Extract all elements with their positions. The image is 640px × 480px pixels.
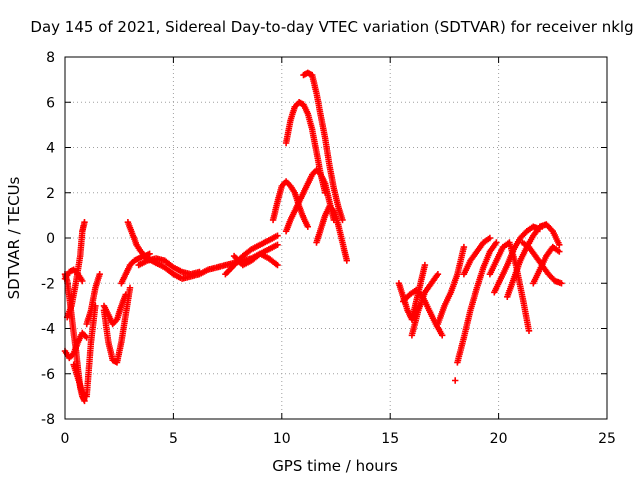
plus-markers	[434, 243, 468, 328]
x-tick-label: 5	[169, 431, 178, 447]
plot-frame	[64, 56, 608, 420]
plus-markers	[70, 302, 99, 400]
y-tick-label: 4	[46, 141, 55, 157]
series-arc-15	[269, 178, 311, 230]
series-arc-11	[152, 241, 281, 282]
series-arc-26	[452, 377, 459, 384]
plus-markers	[230, 250, 281, 269]
plus-markers	[454, 239, 500, 366]
data-points	[61, 69, 565, 405]
series-arc-7	[100, 284, 134, 366]
x-tick-label: 25	[598, 431, 616, 447]
plus-markers	[504, 221, 563, 300]
series-arc-29	[504, 221, 563, 300]
series-arc-19	[313, 203, 350, 264]
series-arc-12	[135, 255, 203, 278]
series-arc-14	[230, 250, 281, 269]
y-tick-label: 2	[46, 186, 55, 202]
plus-markers	[491, 223, 543, 296]
plus-markers	[135, 255, 203, 278]
plus-markers	[100, 284, 134, 366]
plus-markers	[124, 219, 153, 260]
series-arc-23	[434, 243, 468, 328]
y-tick-label: -4	[41, 322, 55, 338]
plus-markers	[222, 232, 281, 278]
series-arc-27	[486, 239, 533, 334]
plus-markers	[152, 241, 281, 282]
y-tick-label: 0	[46, 231, 55, 247]
series-arc-6	[83, 271, 103, 328]
y-tick-label: -6	[41, 367, 55, 383]
series-arc-31	[530, 243, 563, 287]
y-axis-label: SDTVAR / TECUs	[5, 176, 23, 299]
y-tick-label: -2	[41, 276, 55, 292]
series-arc-10	[124, 219, 153, 260]
plus-markers	[460, 234, 494, 278]
series-arc-22	[408, 271, 442, 339]
x-axis-label: GPS time / hours	[272, 457, 398, 475]
plus-markers	[100, 291, 129, 328]
plus-markers	[452, 377, 459, 384]
series-arc-5	[70, 302, 99, 400]
series-arc-28	[491, 223, 543, 296]
plus-markers	[530, 243, 563, 287]
grid	[65, 57, 607, 419]
series-arc-25	[460, 234, 494, 278]
plus-markers	[408, 271, 442, 339]
y-tick-label: 8	[46, 50, 55, 66]
series-arc-13	[222, 232, 281, 278]
series-arc-17	[300, 69, 346, 224]
series-arc-8	[100, 291, 129, 328]
x-tick-label: 15	[381, 431, 399, 447]
plus-markers	[300, 69, 346, 224]
x-tick-label: 10	[273, 431, 291, 447]
chart-title: Day 145 of 2021, Sidereal Day-to-day VTE…	[30, 18, 633, 36]
y-tick-label: -8	[41, 412, 55, 428]
plus-markers	[83, 271, 103, 328]
series-arc-24	[454, 239, 500, 366]
y-tick-label: 6	[46, 95, 55, 111]
plus-markers	[313, 203, 350, 264]
plus-markers	[486, 239, 533, 334]
x-tick-label: 0	[61, 431, 70, 447]
x-tick-label: 20	[490, 431, 508, 447]
plus-markers	[269, 178, 311, 230]
